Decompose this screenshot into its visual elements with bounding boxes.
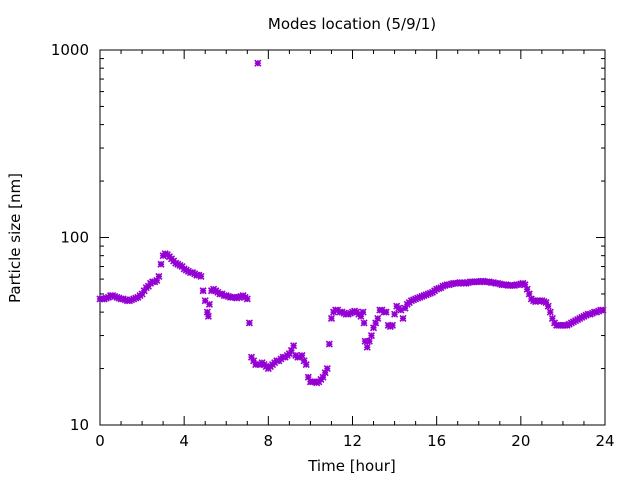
- x-axis-label: Time [hour]: [307, 457, 396, 475]
- data-point: [544, 302, 552, 310]
- data-point: [254, 59, 262, 67]
- data-point: [243, 295, 251, 303]
- y-tick-label: 1000: [51, 41, 89, 59]
- data-point: [290, 342, 298, 350]
- data-points: [96, 59, 607, 387]
- data-point: [205, 300, 213, 308]
- x-tick-label: 12: [343, 432, 362, 450]
- data-point: [327, 314, 336, 323]
- axis-tick-labels: 0 4 8 12 16 20 24 10 100 1000: [51, 41, 615, 450]
- data-point: [360, 319, 368, 327]
- data-point: [157, 260, 165, 268]
- data-point: [199, 287, 207, 295]
- data-point: [204, 312, 212, 320]
- data-point: [365, 337, 373, 345]
- chart-title: Modes location (5/9/1): [268, 15, 436, 33]
- data-point: [155, 272, 163, 280]
- x-tick-label: 24: [595, 432, 614, 450]
- data-point: [245, 319, 253, 327]
- data-point: [367, 331, 376, 340]
- data-point: [302, 361, 310, 369]
- x-tick-label: 16: [427, 432, 446, 450]
- data-point: [382, 308, 390, 316]
- data-point: [399, 314, 407, 323]
- data-point: [325, 340, 333, 348]
- data-point: [391, 310, 399, 318]
- data-point: [323, 364, 331, 373]
- data-point: [359, 308, 367, 316]
- data-point: [363, 343, 371, 351]
- x-tick-label: 8: [264, 432, 274, 450]
- data-point: [388, 321, 397, 329]
- x-tick-label: 20: [511, 432, 530, 450]
- data-point: [298, 351, 306, 359]
- plot-area: 0 4 8 12 16 20 24 10 100 1000: [51, 41, 615, 450]
- data-point: [197, 272, 205, 280]
- y-tick-label: 10: [70, 416, 89, 434]
- y-tick-label: 100: [60, 229, 89, 247]
- y-axis-label: Particle size [nm]: [6, 173, 24, 303]
- data-point: [203, 308, 211, 316]
- data-point: [397, 306, 405, 314]
- x-tick-label: 0: [95, 432, 105, 450]
- plot-frame: [99, 49, 606, 426]
- data-point: [374, 314, 382, 323]
- data-point: [546, 308, 554, 316]
- data-point: [599, 306, 607, 314]
- axis-ticks: [99, 49, 606, 426]
- x-tick-label: 4: [179, 432, 189, 450]
